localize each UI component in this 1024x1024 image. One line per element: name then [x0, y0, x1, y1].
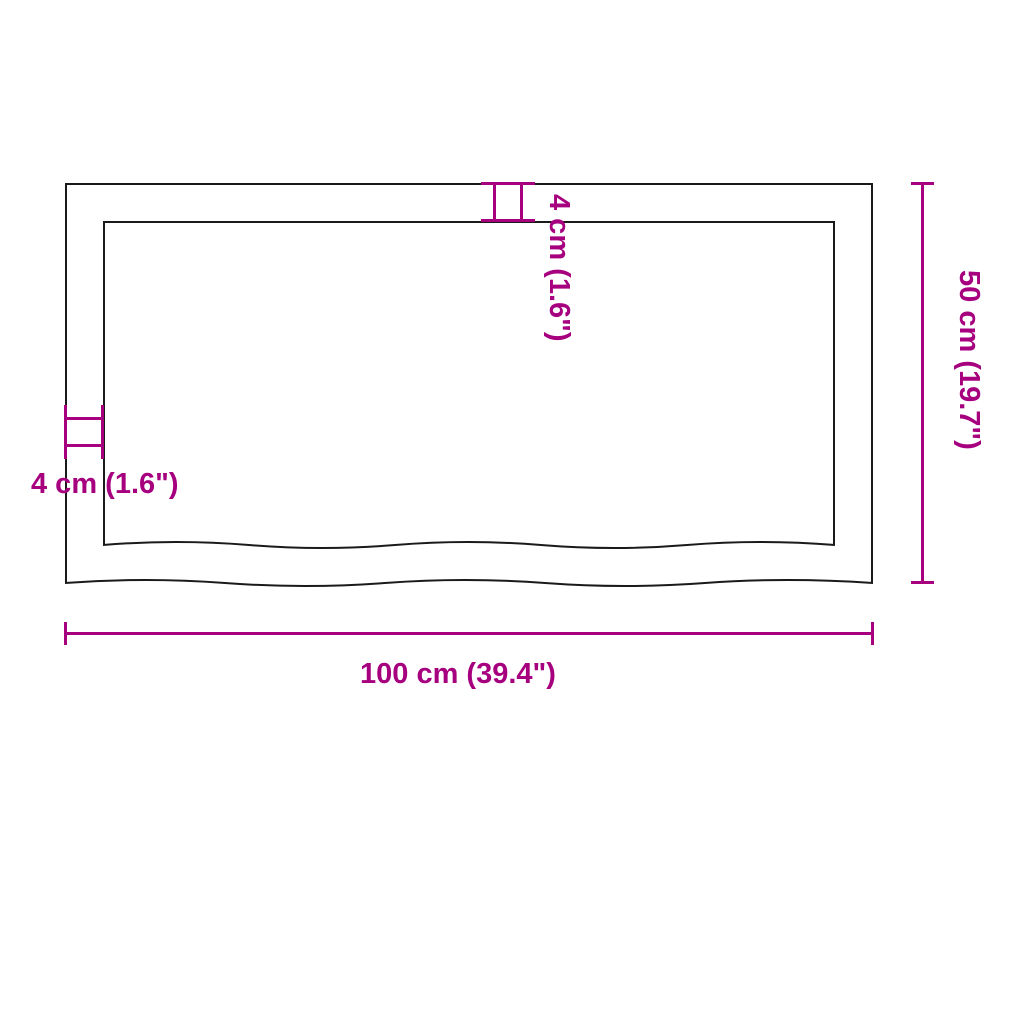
top-inset-whisker-left-cap-top [481, 182, 508, 185]
outer-bottom-edge [65, 573, 873, 593]
top-inset-whisker-right [520, 183, 523, 221]
left-inset-whisker-top-cap-l [64, 405, 67, 432]
inner-rectangle [103, 221, 835, 545]
top-inset-whisker-left [493, 183, 496, 221]
top-inset-label: 4 cm (1.6") [542, 194, 575, 342]
left-inset-whisker-bottom-cap-l [64, 432, 67, 459]
left-inset-whisker-bottom [65, 444, 103, 447]
height-dim-line [921, 183, 924, 583]
height-dim-cap-bottom [911, 581, 934, 584]
height-dim-label: 50 cm (19.7") [952, 270, 985, 450]
width-dim-cap-left [64, 622, 67, 645]
top-inset-whisker-right-cap-top [508, 182, 535, 185]
diagram-stage: 100 cm (39.4") 50 cm (19.7") 4 cm (1.6")… [0, 0, 1024, 1024]
height-dim-cap-top [911, 182, 934, 185]
top-inset-whisker-right-cap-bot [508, 219, 535, 222]
width-dim-label: 100 cm (39.4") [360, 658, 556, 691]
width-dim-cap-right [871, 622, 874, 645]
inner-bottom-edge [103, 535, 835, 555]
left-inset-label: 4 cm (1.6") [31, 468, 179, 501]
left-inset-whisker-top [65, 417, 103, 420]
left-inset-whisker-bottom-cap-r [101, 432, 104, 459]
top-inset-whisker-left-cap-bot [481, 219, 508, 222]
width-dim-line [65, 632, 873, 635]
left-inset-whisker-top-cap-r [101, 405, 104, 432]
